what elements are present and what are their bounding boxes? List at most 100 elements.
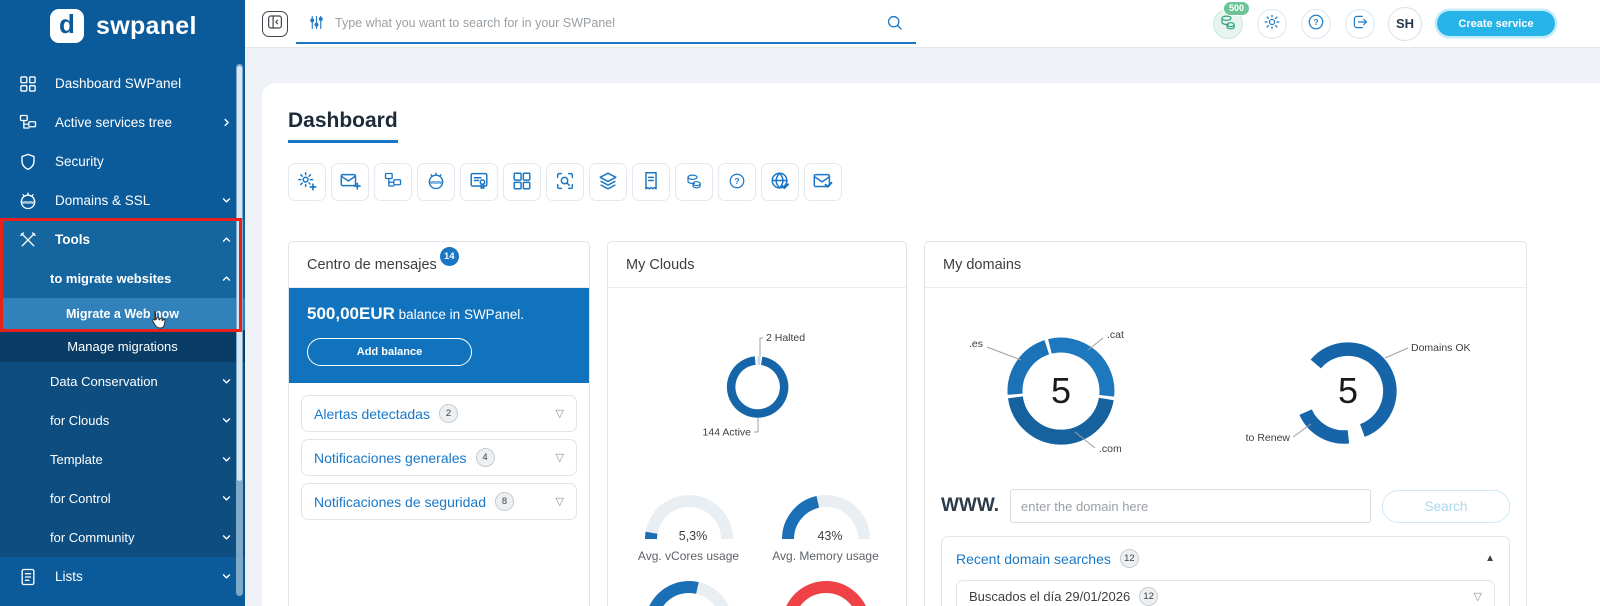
notification-section-notificaciones-de-seguridad[interactable]: Notificaciones de seguridad 8 ▽	[301, 483, 577, 520]
quick-action-coins-button[interactable]	[675, 163, 713, 201]
quick-action-invoice-button[interactable]	[632, 163, 670, 201]
section-count-badge: 8	[495, 492, 514, 511]
scrollbar-thumb[interactable]	[237, 66, 242, 481]
app-logo-text: swpanel	[96, 11, 197, 40]
recent-group-label: Buscados el día 29/01/2026	[969, 589, 1131, 604]
section-label: Alertas detectadas	[314, 405, 430, 422]
sidebar-item-tools[interactable]: Tools	[0, 220, 245, 259]
dashboard-panel: Dashboard www? Centro de mensajes 14 500…	[262, 83, 1600, 606]
recent-domain-searches-header[interactable]: Recent domain searches 12 ▲	[956, 549, 1495, 568]
gauge-chart: 57%	[648, 581, 729, 606]
messages-card: Centro de mensajes 14 500,00EUR balance …	[288, 241, 590, 606]
search-icon[interactable]	[885, 13, 904, 32]
sidebar-item-template[interactable]: Template	[0, 440, 245, 479]
svg-text:?: ?	[1313, 18, 1318, 27]
quick-action-mail-check-button[interactable]	[804, 163, 842, 201]
sidebar-item-to-migrate-websites[interactable]: to migrate websites	[0, 259, 245, 298]
avatar[interactable]: SH	[1388, 6, 1422, 41]
mail-check-icon	[812, 170, 834, 195]
add-balance-button[interactable]: Add balance	[307, 338, 472, 366]
sidebar-item-for-control[interactable]: for Control	[0, 479, 245, 518]
sidebar-item-migrate-a-web-now[interactable]: Migrate a Web now	[0, 298, 245, 330]
section-label: Notificaciones generales	[314, 449, 467, 466]
sidebar-item-label: Data Conservation	[50, 374, 158, 389]
messages-card-title: Centro de mensajes	[307, 256, 437, 273]
sidebar-scrollbar[interactable]	[236, 64, 243, 596]
expand-caret-icon: ▽	[555, 452, 564, 464]
quick-action-globe-check-button[interactable]	[761, 163, 799, 201]
help-button[interactable]: ?	[1301, 8, 1331, 39]
expand-caret-icon: ▽	[555, 408, 564, 420]
chevron-down-icon	[221, 532, 232, 543]
quick-action-layers-button[interactable]	[589, 163, 627, 201]
section-count-badge: 2	[438, 404, 458, 423]
sidebar-item-manage-migrations[interactable]: Manage migrations	[0, 330, 245, 362]
global-search[interactable]	[296, 4, 916, 44]
sidebar-item-label: Active services tree	[55, 115, 173, 130]
sidebar-item-data-conservation[interactable]: Data Conservation	[0, 362, 245, 401]
sidebar-item-label: for Control	[50, 491, 111, 506]
layers-icon	[597, 170, 619, 195]
sidebar-item-for-community[interactable]: for Community	[0, 518, 245, 557]
quick-action-mail-plus-button[interactable]	[331, 163, 369, 201]
sidebar-item-dashboard-swpanel[interactable]: Dashboard SWPanel	[0, 64, 245, 103]
quick-action-gear-plus-button[interactable]	[288, 163, 326, 201]
sidebar-item-domains-ssl[interactable]: www Domains & SSL	[0, 181, 245, 220]
sidebar-collapse-button[interactable]	[262, 10, 288, 37]
collapse-caret-icon[interactable]: ▲	[1485, 553, 1495, 564]
gauge-chart: 97%	[785, 581, 866, 606]
chevron-down-icon	[221, 376, 232, 387]
svg-text:144 Active: 144 Active	[703, 427, 752, 439]
logout-button[interactable]	[1345, 8, 1375, 39]
www-label: WWW.	[941, 495, 1000, 516]
chevron-down-icon	[221, 454, 232, 465]
domain-input[interactable]	[1010, 489, 1371, 523]
quick-action-www-globe-button[interactable]: www	[417, 163, 455, 201]
section-count-badge: 4	[475, 448, 495, 467]
quick-action-apps-grid-button[interactable]	[503, 163, 541, 201]
sidebar-item-label: for Clouds	[50, 413, 110, 428]
notification-section-notificaciones-generales[interactable]: Notificaciones generales 4 ▽	[301, 439, 577, 476]
expand-caret-icon[interactable]: ▽	[1473, 591, 1482, 603]
domain-search-button[interactable]: Search	[1382, 489, 1510, 523]
svg-text:Domains OK: Domains OK	[1411, 342, 1471, 354]
logout-icon	[1351, 13, 1369, 34]
quick-action-help-circle-button[interactable]: ?	[718, 163, 756, 201]
quick-action-services-tree-button[interactable]	[374, 163, 412, 201]
sidebar-item-lists[interactable]: Lists	[0, 557, 245, 596]
svg-text:5: 5	[1338, 370, 1358, 411]
clouds-status-donut-chart: 2 Halted 144 Active	[608, 288, 906, 463]
balance-button[interactable]: 500	[1213, 0, 1251, 39]
gauge-chart: 43%	[781, 495, 870, 543]
sidebar-item-for-clouds[interactable]: for Clouds	[0, 401, 245, 440]
coins-icon	[1219, 13, 1237, 34]
quick-actions-toolbar: www?	[288, 163, 1600, 201]
svg-text:.cat: .cat	[1107, 329, 1124, 341]
recent-domain-searches-panel: Recent domain searches 12 ▲ Buscados el …	[941, 536, 1510, 606]
quick-action-scan-search-button[interactable]	[546, 163, 584, 201]
tools-icon	[18, 229, 42, 251]
balance-amount: 500,00EUR	[307, 304, 395, 323]
sidebar-item-active-services-tree[interactable]: Active services tree	[0, 103, 245, 142]
services-tree-icon	[18, 112, 42, 134]
mail-plus-icon	[339, 170, 361, 195]
gear-plus-icon	[296, 170, 318, 195]
svg-text:www: www	[429, 179, 442, 185]
settings-button[interactable]	[1257, 8, 1287, 39]
chevron-down-icon	[221, 415, 232, 426]
recent-searches-group[interactable]: Buscados el día 29/01/2026 12 ▽	[956, 580, 1495, 606]
sidebar-item-label: Migrate a Web now	[66, 307, 179, 321]
gauge-label: Avg. Memory usage	[772, 549, 879, 563]
quick-action-certificate-button[interactable]	[460, 163, 498, 201]
sidebar-item-security[interactable]: Security	[0, 142, 245, 181]
globe-check-icon	[769, 170, 791, 195]
search-input[interactable]	[335, 15, 875, 30]
svg-text:43%: 43%	[817, 529, 842, 543]
app-logo[interactable]: d swpanel	[0, 0, 245, 52]
svg-text:2 Halted: 2 Halted	[766, 332, 805, 344]
chevron-down-icon	[221, 195, 232, 206]
create-service-button[interactable]: Create service	[1437, 11, 1555, 36]
recent-group-count-badge: 12	[1139, 587, 1159, 606]
notification-section-alertas-detectadas[interactable]: Alertas detectadas 2 ▽	[301, 395, 577, 432]
www-globe-icon: www	[18, 190, 42, 212]
